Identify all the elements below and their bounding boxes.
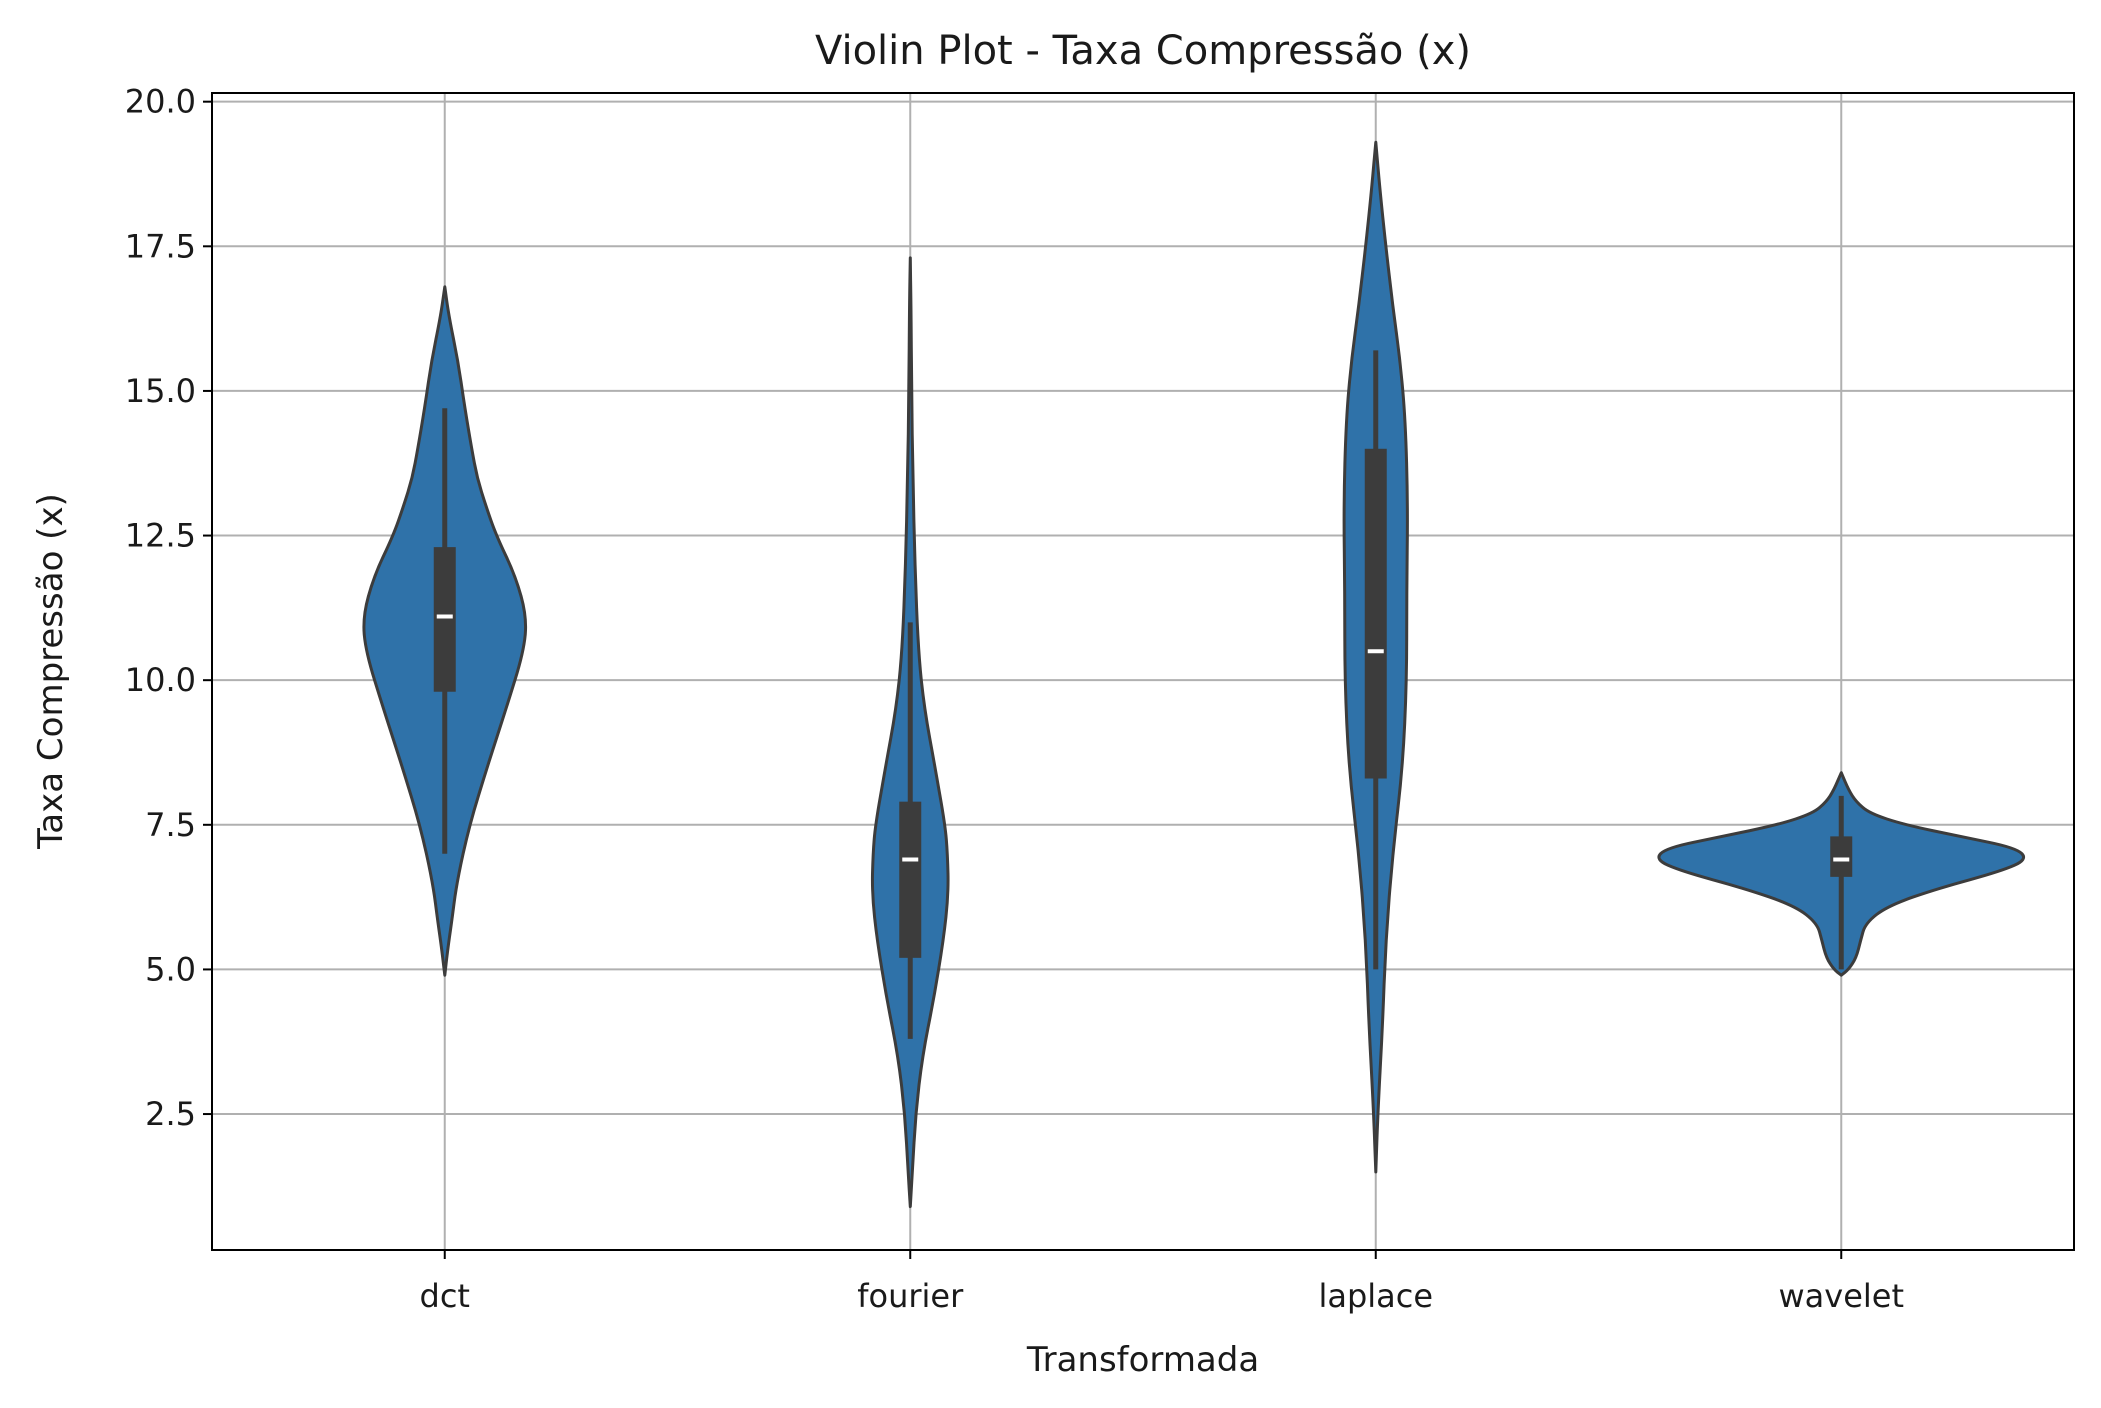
y-tick-label: 20.0 [125, 83, 196, 121]
axis-ticks: 2.5 5.0 7.5 10.0 12.5 15.0 17.5 20.0 dct fourier l… [125, 83, 1904, 1315]
iqr-box-dct [433, 547, 456, 692]
inner-boxes [433, 350, 1853, 1039]
y-tick-label: 7.5 [145, 806, 196, 844]
y-tick-label: 17.5 [125, 227, 196, 265]
plot-frame [211, 92, 2075, 1251]
iqr-box-laplace [1364, 448, 1387, 779]
y-tick-label: 10.0 [125, 661, 196, 699]
y-tick-label: 2.5 [145, 1095, 196, 1133]
iqr-box-wavelet [1830, 836, 1853, 877]
y-tick-label: 15.0 [125, 372, 196, 410]
iqr-box-fourier [899, 801, 922, 958]
chart-title: Violin Plot - Taxa Compressão (x) [815, 28, 1471, 74]
x-tick-label: laplace [1318, 1277, 1433, 1315]
y-tick-label: 12.5 [125, 517, 196, 555]
x-axis-label: Transformada [1026, 1340, 1259, 1380]
x-tick-label: fourier [857, 1277, 964, 1315]
x-tick-label: wavelet [1778, 1277, 1904, 1315]
x-tick-label: dct [420, 1277, 470, 1315]
y-axis-label: Taxa Compressão (x) [31, 493, 71, 850]
y-tick-label: 5.0 [145, 950, 196, 988]
